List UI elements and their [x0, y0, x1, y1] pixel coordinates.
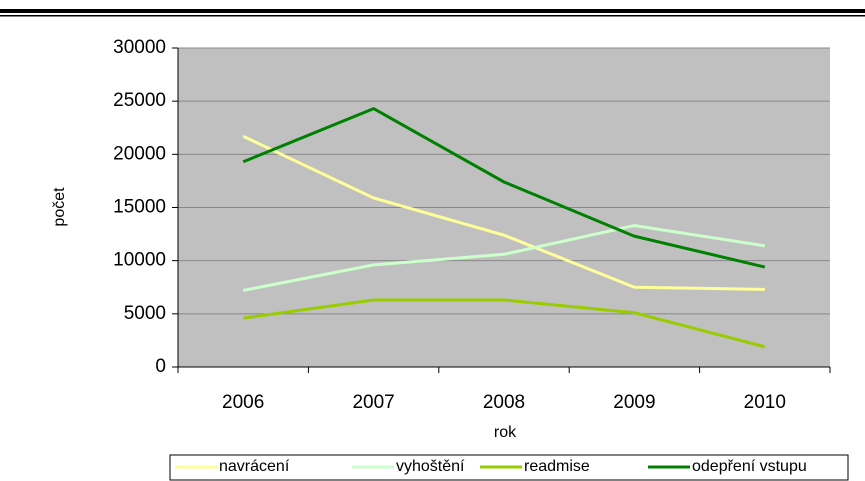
legend-label: navrácení: [219, 458, 290, 475]
x-tick-label: 2006: [222, 392, 264, 413]
x-tick-label: 2010: [744, 392, 786, 413]
header-rule: [0, 9, 865, 13]
series-line: [242, 224, 766, 292]
x-tick-label: 2008: [483, 392, 525, 413]
y-axis-label: počet: [51, 187, 68, 227]
header-rule: [0, 15, 865, 17]
legend-label: readmise: [524, 458, 590, 475]
y-tick-label: 30000: [113, 37, 166, 58]
x-tick-label: 2009: [613, 392, 655, 413]
series-line: [242, 298, 766, 349]
y-tick-label: 15000: [113, 197, 166, 218]
y-tick-label: 25000: [113, 90, 166, 111]
y-tick-label: 0: [155, 356, 166, 377]
series-line: [242, 106, 766, 269]
legend-label: vyhoštění: [396, 458, 465, 475]
x-tick-label: 2007: [352, 392, 394, 413]
y-tick-label: 20000: [113, 143, 166, 164]
series-line: [242, 134, 765, 291]
x-axis-label: rok: [494, 424, 517, 441]
legend-label: odepření vstupu: [692, 458, 807, 475]
y-tick-label: 10000: [113, 250, 166, 271]
y-tick-label: 5000: [124, 303, 166, 324]
